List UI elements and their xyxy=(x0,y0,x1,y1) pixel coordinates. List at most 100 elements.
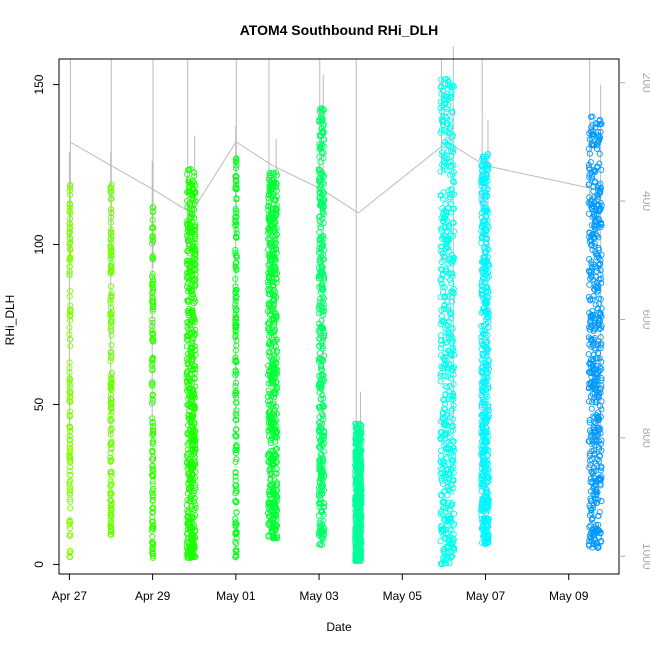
data-point xyxy=(190,243,197,250)
data-point xyxy=(317,445,324,452)
data-point xyxy=(315,355,322,362)
data-point xyxy=(232,165,240,172)
data-point xyxy=(320,149,327,156)
data-point xyxy=(596,300,603,307)
data-point xyxy=(107,385,114,392)
data-point xyxy=(587,479,594,486)
data-point xyxy=(588,456,595,463)
data-point xyxy=(592,263,599,270)
data-point xyxy=(149,273,156,280)
data-point xyxy=(441,421,448,428)
data-point xyxy=(439,271,446,278)
data-point xyxy=(588,469,595,476)
data-point xyxy=(107,502,114,509)
data-point xyxy=(66,207,73,214)
data-point xyxy=(232,347,239,354)
data-point xyxy=(192,527,199,534)
data-point xyxy=(191,227,198,234)
data-point xyxy=(108,290,115,297)
data-point xyxy=(67,408,74,415)
data-point xyxy=(317,356,324,364)
data-point xyxy=(442,113,449,120)
data-point xyxy=(149,294,156,301)
data-point xyxy=(483,417,490,424)
data-point xyxy=(185,288,192,295)
data-point xyxy=(352,454,359,461)
data-point xyxy=(67,547,74,554)
data-point xyxy=(479,170,486,177)
data-point xyxy=(440,396,447,403)
data-point xyxy=(319,433,326,440)
data-point xyxy=(588,267,595,275)
data-point xyxy=(439,195,446,202)
data-point xyxy=(149,533,156,540)
data-point xyxy=(149,545,156,552)
data-point xyxy=(233,548,240,555)
data-point xyxy=(190,464,197,471)
data-point xyxy=(67,441,74,448)
data-point xyxy=(595,521,602,528)
data-point xyxy=(149,367,156,374)
data-point xyxy=(319,420,326,427)
data-point xyxy=(587,530,594,537)
data-point xyxy=(586,457,594,464)
data-point xyxy=(481,467,488,474)
data-point xyxy=(316,427,323,434)
data-point xyxy=(585,438,592,445)
data-point xyxy=(319,187,326,194)
data-point xyxy=(447,172,454,179)
data-point xyxy=(265,428,272,435)
data-point xyxy=(438,127,445,134)
data-point xyxy=(440,317,447,324)
data-point xyxy=(595,207,602,214)
data-point xyxy=(184,507,191,514)
data-point xyxy=(233,230,240,237)
data-point xyxy=(586,194,593,201)
data-point xyxy=(319,205,326,212)
data-point xyxy=(485,356,492,364)
data-point xyxy=(108,528,115,535)
data-point xyxy=(450,402,457,409)
data-point xyxy=(596,150,603,157)
data-point xyxy=(447,382,454,389)
data-point xyxy=(107,358,114,365)
data-point xyxy=(232,473,239,480)
data-point xyxy=(149,439,156,446)
data-point xyxy=(592,248,599,255)
data-point xyxy=(484,261,491,268)
data-point xyxy=(451,510,458,517)
data-point xyxy=(184,540,191,547)
data-point xyxy=(185,305,193,312)
data-point xyxy=(444,330,451,337)
data-point xyxy=(483,460,490,467)
data-point xyxy=(192,298,199,305)
data-point xyxy=(149,379,156,386)
data-point xyxy=(268,529,275,536)
data-point xyxy=(187,166,194,173)
data-point xyxy=(191,315,198,322)
data-point xyxy=(447,515,454,522)
data-point xyxy=(480,255,488,262)
data-point xyxy=(439,289,447,296)
data-point xyxy=(479,400,486,407)
data-point xyxy=(485,496,492,503)
data-point xyxy=(358,491,365,498)
data-point xyxy=(271,427,278,434)
data-point xyxy=(437,378,444,385)
data-point xyxy=(232,531,239,538)
data-point xyxy=(443,238,450,245)
data-point xyxy=(233,498,240,505)
data-point xyxy=(107,230,114,237)
data-point xyxy=(444,159,452,166)
data-point xyxy=(595,129,602,136)
data-point xyxy=(449,406,456,413)
data-point xyxy=(149,216,156,223)
data-point xyxy=(442,422,449,429)
data-point xyxy=(319,142,326,149)
data-point xyxy=(443,108,450,116)
data-point xyxy=(478,323,485,330)
data-point xyxy=(441,97,448,104)
data-point xyxy=(586,171,593,178)
data-point xyxy=(192,281,199,288)
data-point xyxy=(186,498,193,505)
